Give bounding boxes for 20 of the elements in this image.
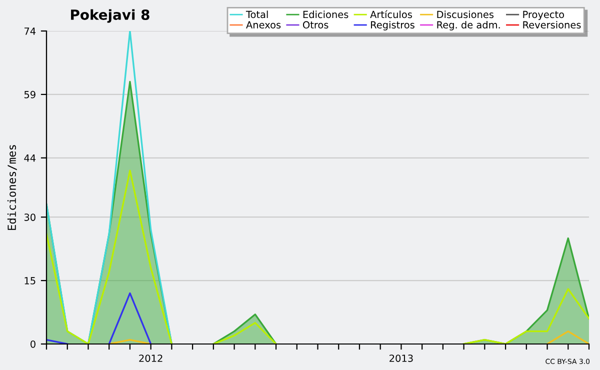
legend-label: Registros bbox=[371, 20, 414, 30]
chart-title: Pokejavi 8 bbox=[71, 9, 150, 23]
legend-label: Discusiones bbox=[437, 10, 494, 18]
legend-label: Anexos bbox=[246, 21, 281, 29]
y-tick-label: 59 bbox=[24, 90, 36, 98]
x-tick-label: 2013 bbox=[390, 354, 413, 362]
x-tick-label: 2012 bbox=[139, 354, 162, 362]
legend-label: Reversiones bbox=[523, 20, 581, 29]
legend-label: Reg. de adm. bbox=[437, 20, 500, 30]
y-tick-label: 44 bbox=[24, 154, 36, 162]
legend-label: Total bbox=[246, 10, 268, 18]
y-tick-label: 74 bbox=[24, 28, 36, 35]
y-axis-title: Ediciones/mes bbox=[7, 145, 17, 230]
legend-label: Artículos bbox=[370, 10, 412, 18]
y-tick-label: 30 bbox=[24, 214, 36, 221]
legend-label: Proyecto bbox=[523, 10, 564, 20]
legend-label: Otros bbox=[303, 21, 328, 29]
y-tick-label: 0 bbox=[30, 340, 36, 348]
y-tick-label: 15 bbox=[24, 277, 36, 284]
legend-label: Ediciones bbox=[303, 10, 348, 18]
